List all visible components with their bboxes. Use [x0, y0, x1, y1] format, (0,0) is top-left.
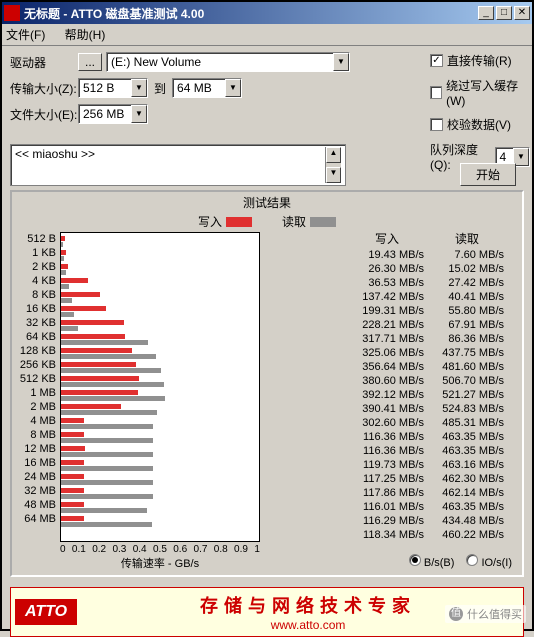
unit-bps-radio[interactable]: B/s(B): [409, 554, 455, 569]
menubar: 文件(F) 帮助(H): [2, 24, 532, 46]
transfer-size-label: 传输大小(Z):: [10, 80, 78, 97]
verify-data-checkbox[interactable]: [430, 118, 443, 131]
titlebar: 无标题 - ATTO 磁盘基准测试 4.00 _ □ ✕: [2, 2, 532, 24]
drive-browse-button[interactable]: ...: [78, 53, 102, 71]
read-speed-column: 读取7.60 MB/s15.02 MB/s27.42 MB/s40.41 MB/…: [430, 232, 510, 542]
drive-label: 驱动器: [10, 54, 78, 71]
scroll-down-icon[interactable]: ▼: [326, 167, 341, 183]
maximize-button[interactable]: □: [496, 6, 512, 20]
transfer-min-combo[interactable]: 512 B ▼: [78, 78, 148, 98]
chart-y-labels: 512 B1 KB2 KB4 KB8 KB16 KB32 KB64 KB128 …: [16, 232, 60, 542]
bypass-cache-label: 绕过写入缓存(W): [446, 77, 530, 108]
drive-value: (E:) New Volume: [107, 55, 333, 69]
chevron-down-icon[interactable]: ▼: [333, 53, 349, 71]
drive-combo[interactable]: (E:) New Volume ▼: [106, 52, 350, 72]
chart-x-label: 传输速率 - GB/s: [60, 555, 260, 571]
write-speed-column: 写入19.43 MB/s26.30 MB/s36.53 MB/s137.42 M…: [350, 232, 430, 542]
legend-read: 读取: [282, 213, 336, 230]
app-icon: [4, 5, 20, 21]
unit-iops-radio[interactable]: IO/s(I): [466, 554, 512, 569]
atto-logo: ATTO: [15, 599, 77, 625]
to-label: 到: [148, 80, 172, 97]
close-button[interactable]: ✕: [514, 6, 530, 20]
verify-data-label: 校验数据(V): [447, 116, 511, 133]
direct-io-label: 直接传输(R): [447, 52, 512, 69]
watermark-icon: 值: [449, 607, 463, 621]
file-size-label: 文件大小(E):: [10, 106, 78, 123]
chevron-down-icon[interactable]: ▼: [225, 79, 241, 97]
scroll-up-icon[interactable]: ▲: [326, 147, 341, 163]
results-title: 测试结果: [16, 194, 518, 211]
window-title: 无标题 - ATTO 磁盘基准测试 4.00: [24, 5, 478, 22]
transfer-max-combo[interactable]: 64 MB ▼: [172, 78, 242, 98]
description-input[interactable]: << miaoshu >> ▲ ▼: [10, 144, 346, 186]
results-panel: 测试结果 写入 读取 512 B1 KB2 KB4 KB8 KB16 KB32 …: [10, 190, 524, 577]
start-button[interactable]: 开始: [460, 163, 516, 186]
menu-file[interactable]: 文件(F): [6, 28, 53, 42]
minimize-button[interactable]: _: [478, 6, 494, 20]
bypass-cache-checkbox[interactable]: [430, 86, 442, 99]
legend-write: 写入: [198, 213, 252, 230]
chevron-down-icon[interactable]: ▼: [131, 79, 147, 97]
menu-help[interactable]: 帮助(H): [65, 28, 114, 42]
watermark: 值 什么值得买: [445, 605, 526, 623]
file-size-combo[interactable]: 256 MB ▼: [78, 104, 148, 124]
chart-x-axis: 00.10.20.30.40.50.60.70.80.91: [60, 544, 260, 555]
chart-bars: [60, 232, 260, 542]
chevron-down-icon[interactable]: ▼: [131, 105, 147, 123]
direct-io-checkbox[interactable]: ✓: [430, 54, 443, 67]
scrollbar-vertical[interactable]: ▲ ▼: [325, 147, 341, 183]
